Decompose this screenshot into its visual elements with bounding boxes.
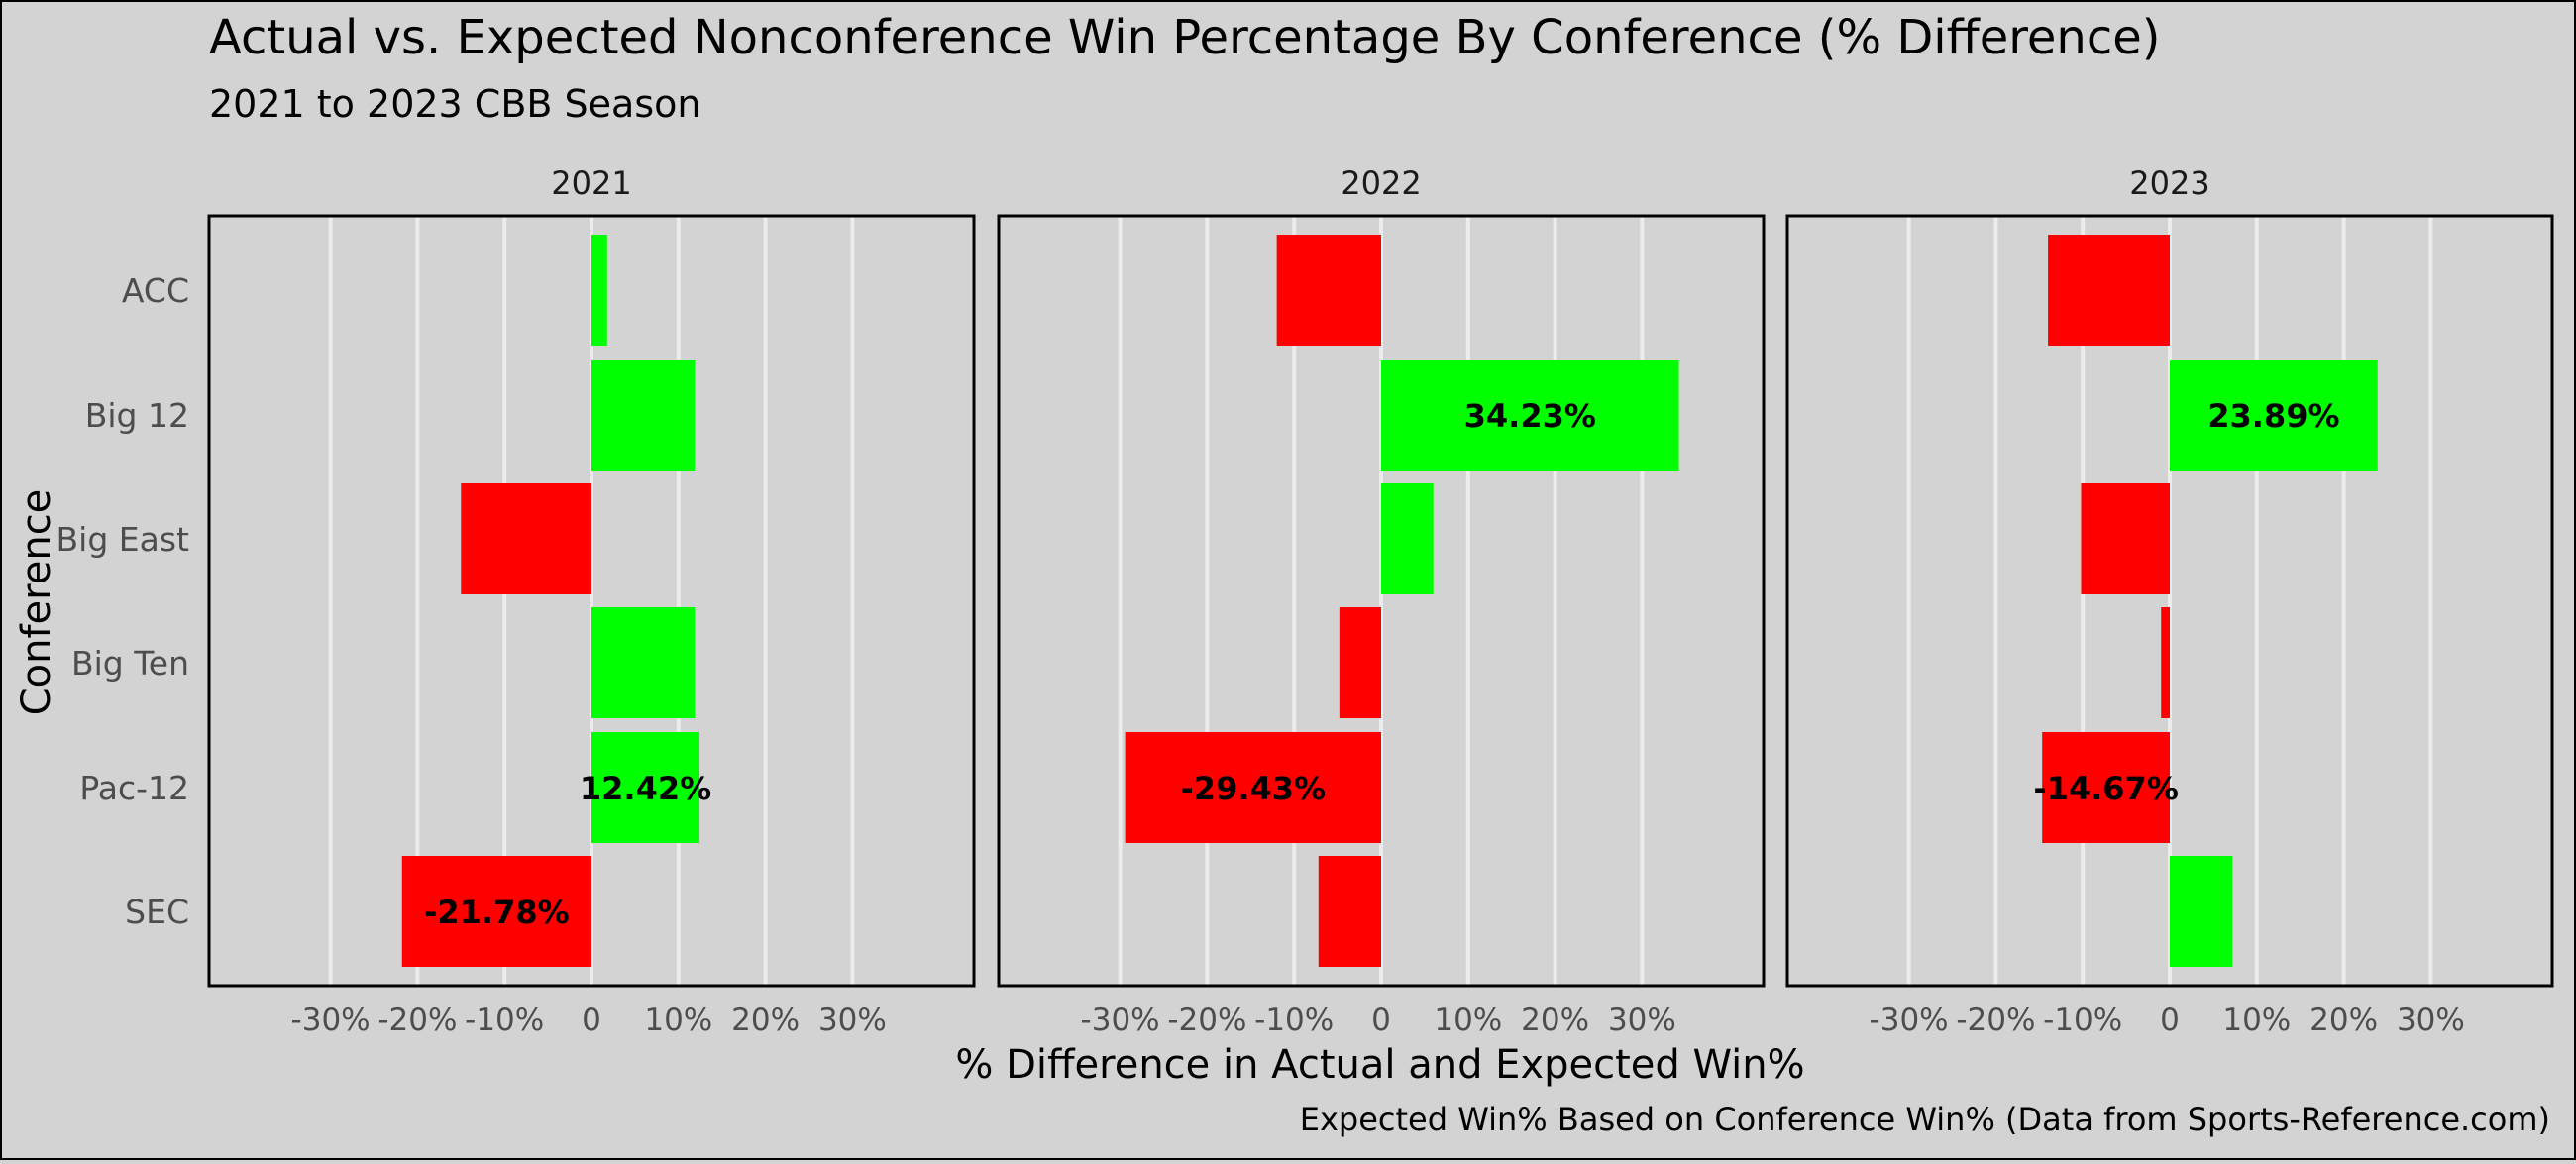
panel-title: 2022: [1341, 164, 1421, 202]
bar-pac-12: [591, 732, 700, 843]
x-tick-label: -20%: [377, 1003, 457, 1038]
bar-big-east: [461, 483, 591, 594]
x-tick-label: 20%: [731, 1003, 800, 1038]
chart-title: Actual vs. Expected Nonconference Win Pe…: [209, 10, 2161, 65]
x-tick-label: 0: [1371, 1003, 1391, 1038]
panel-2023: 2023 23.89% -14.67% -30% -20% -10% 0 10% 20% 30%: [1785, 164, 2554, 1038]
x-tick-label: -30%: [1870, 1003, 1949, 1038]
bar-big-ten: [1339, 607, 1381, 718]
bar-acc: [591, 235, 607, 346]
y-tick-label: Pac-12: [79, 769, 189, 807]
y-tick-label: Big 12: [85, 396, 189, 435]
bar-pac-12: [1125, 732, 1381, 843]
data-label: 34.23%: [1464, 397, 1596, 435]
x-tick-label: -20%: [1167, 1003, 1246, 1038]
panel-2021: 2021 12.42% -21.78% -30% -20% -10% 0 10% 20% 30%: [207, 164, 976, 1038]
x-tick-label: -10%: [465, 1003, 544, 1038]
bar-big-ten: [591, 607, 696, 718]
chart-subtitle: 2021 to 2023 CBB Season: [209, 82, 700, 126]
data-label: -21.78%: [424, 894, 570, 931]
x-tick-label: -30%: [291, 1003, 371, 1038]
data-label: -29.43%: [1181, 770, 1327, 807]
x-tick-label: 20%: [1521, 1003, 1589, 1038]
x-tick-label: -30%: [1081, 1003, 1160, 1038]
bar-big-12: [1381, 360, 1679, 471]
x-tick-label: 0: [582, 1003, 601, 1038]
panel-frame: [207, 214, 976, 988]
chart-caption: Expected Win% Based on Conference Win% (…: [1300, 1101, 2550, 1138]
panel-title: 2023: [2129, 164, 2209, 202]
bar-big-ten: [2161, 607, 2170, 718]
y-tick-label: SEC: [125, 893, 189, 931]
x-tick-label: -10%: [1254, 1003, 1334, 1038]
bar-big-12: [2170, 360, 2378, 471]
y-axis-label: Conference: [14, 489, 59, 716]
x-tick-label: 20%: [2309, 1003, 2378, 1038]
y-tick-label: ACC: [122, 271, 189, 310]
x-tick-label: 10%: [2222, 1003, 2291, 1038]
data-label: -14.67%: [2033, 770, 2179, 807]
x-tick-label: 0: [2160, 1003, 2180, 1038]
y-tick-label: Big Ten: [71, 644, 189, 683]
x-tick-label: -20%: [1956, 1003, 2035, 1038]
bar-big-east: [2081, 483, 2170, 594]
data-label: 12.42%: [580, 770, 711, 807]
x-tick-label: 30%: [2397, 1003, 2465, 1038]
panel-frame: [1785, 214, 2554, 988]
x-tick-label: 10%: [1434, 1003, 1502, 1038]
bar-big-12: [591, 360, 696, 471]
x-axis-label: % Difference in Actual and Expected Win%: [955, 1042, 1804, 1088]
x-tick-label: 30%: [1608, 1003, 1676, 1038]
bar-sec: [2170, 856, 2233, 967]
bar-sec: [401, 856, 591, 967]
x-tick-label: 10%: [644, 1003, 712, 1038]
data-label: 23.89%: [2207, 397, 2339, 435]
bar-acc: [1276, 235, 1381, 346]
panel-frame: [997, 214, 1766, 988]
x-tick-label: -10%: [2043, 1003, 2122, 1038]
panel-title: 2021: [551, 164, 631, 202]
bar-sec: [1318, 856, 1381, 967]
bar-pac-12: [2042, 732, 2170, 843]
bar-big-east: [1381, 483, 1434, 594]
panel-2022: 2022 34.23% -29.43% -30% -20% -10% 0 10% 20% 30%: [997, 164, 1766, 1038]
x-tick-label: 30%: [818, 1003, 887, 1038]
y-tick-label: Big East: [56, 520, 190, 559]
bar-acc: [2048, 235, 2170, 346]
